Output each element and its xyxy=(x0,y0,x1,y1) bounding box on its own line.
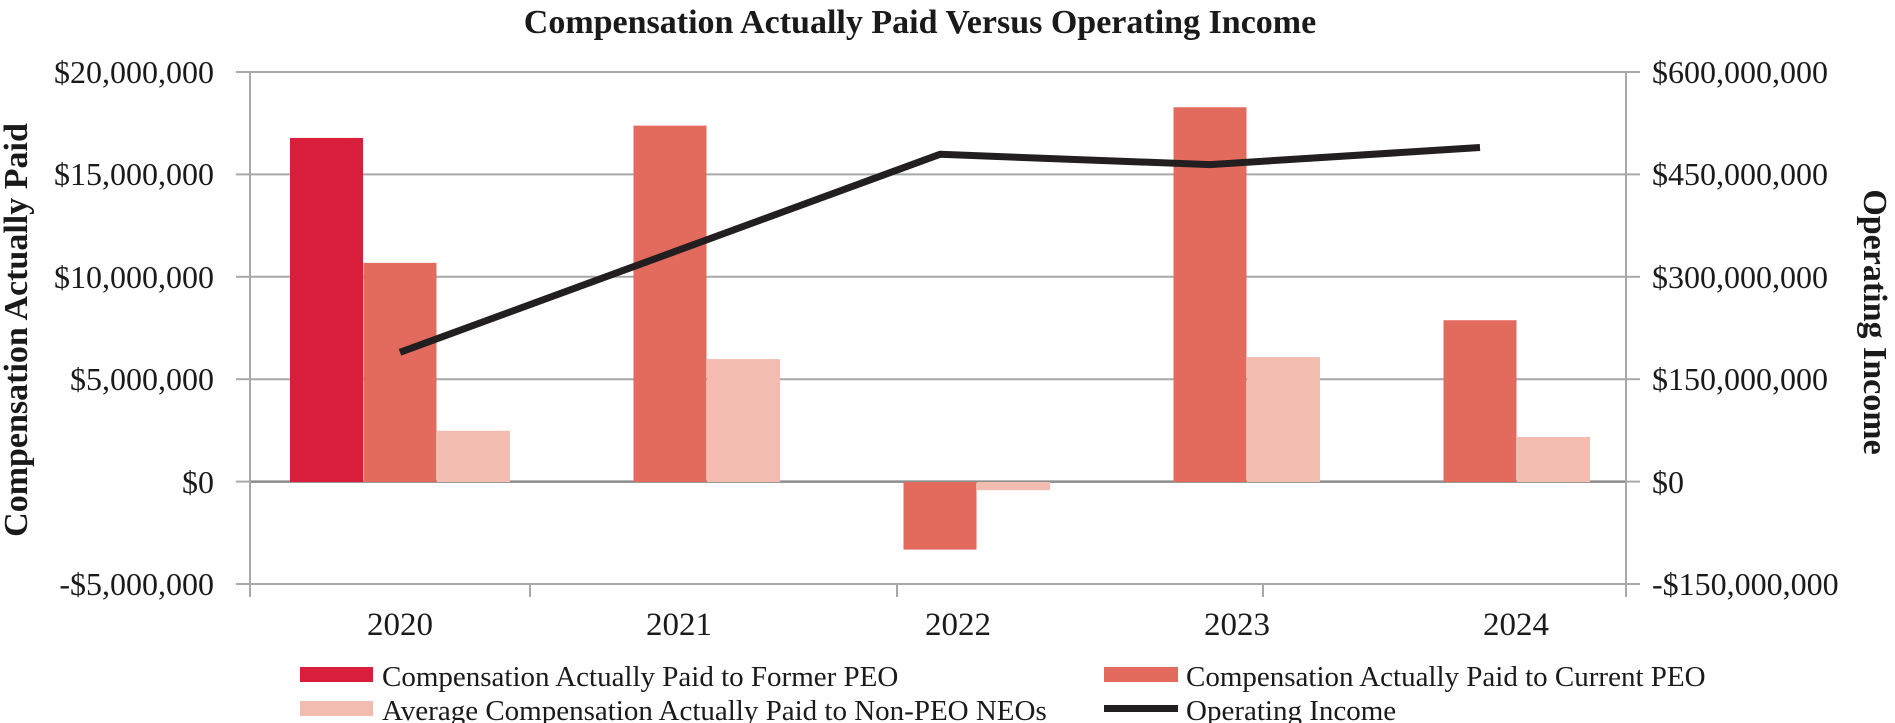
right-axis-tick-labels: $600,000,000 $450,000,000 $300,000,000 $… xyxy=(1652,54,1839,602)
right-tick-label: $150,000,000 xyxy=(1652,361,1828,397)
right-tick-label: $600,000,000 xyxy=(1652,54,1828,90)
legend-swatch-former-peo xyxy=(300,667,373,682)
legend-label-current-peo: Compensation Actually Paid to Current PE… xyxy=(1186,661,1706,693)
legend-label-operating-income: Operating Income xyxy=(1186,695,1396,723)
chart-title: Compensation Actually Paid Versus Operat… xyxy=(524,4,1316,41)
legend-label-non-peo-neos: Average Compensation Actually Paid to No… xyxy=(382,695,1047,723)
right-axis-title: Operating Income xyxy=(1856,189,1893,454)
bar-2020-slot1 xyxy=(363,262,437,482)
operating-income-line xyxy=(398,144,1481,356)
left-axis-tick-labels: $20,000,000 $15,000,000 $10,000,000 $5,0… xyxy=(54,54,214,602)
bar-2021-slot1 xyxy=(633,125,707,482)
axis-lines xyxy=(236,71,1640,597)
left-tick-label: -$5,000,000 xyxy=(59,566,214,602)
bar-2024-slot1 xyxy=(1443,320,1517,482)
bar-2023-slot1 xyxy=(1173,107,1247,482)
left-tick-label: $10,000,000 xyxy=(54,259,214,295)
bar-2022-slot2 xyxy=(977,482,1050,491)
x-axis-labels: 2020 2021 2022 2023 2024 xyxy=(367,607,1549,643)
bar-series xyxy=(290,107,1590,550)
bar-2024-slot2 xyxy=(1517,436,1590,482)
bar-2022-slot1 xyxy=(903,482,977,550)
bar-2021-slot2 xyxy=(707,359,780,482)
operating-income-polyline xyxy=(398,144,1481,356)
bar-2020-slot2 xyxy=(437,430,510,482)
x-label-2022: 2022 xyxy=(925,607,991,643)
legend: Compensation Actually Paid to Former PEO… xyxy=(300,661,1706,723)
bar-2020-slot0 xyxy=(290,137,363,482)
x-label-2024: 2024 xyxy=(1483,607,1549,643)
right-tick-label: $450,000,000 xyxy=(1652,156,1828,192)
legend-swatch-non-peo-neos xyxy=(300,701,373,716)
left-axis-title: Compensation Actually Paid xyxy=(0,123,35,537)
legend-swatch-current-peo xyxy=(1104,667,1178,682)
legend-swatch-operating-income-line xyxy=(1104,705,1178,712)
right-tick-label: $300,000,000 xyxy=(1652,259,1828,295)
legend-label-former-peo: Compensation Actually Paid to Former PEO xyxy=(382,661,898,693)
left-tick-label: $5,000,000 xyxy=(70,361,214,397)
x-label-2020: 2020 xyxy=(367,607,433,643)
x-label-2021: 2021 xyxy=(646,607,712,643)
bar-2023-slot2 xyxy=(1247,357,1320,482)
x-label-2023: 2023 xyxy=(1204,607,1270,643)
left-tick-label: $0 xyxy=(182,464,214,500)
right-tick-label: -$150,000,000 xyxy=(1652,566,1839,602)
left-tick-label: $15,000,000 xyxy=(54,156,214,192)
left-tick-label: $20,000,000 xyxy=(54,54,214,90)
right-tick-label: $0 xyxy=(1652,464,1684,500)
